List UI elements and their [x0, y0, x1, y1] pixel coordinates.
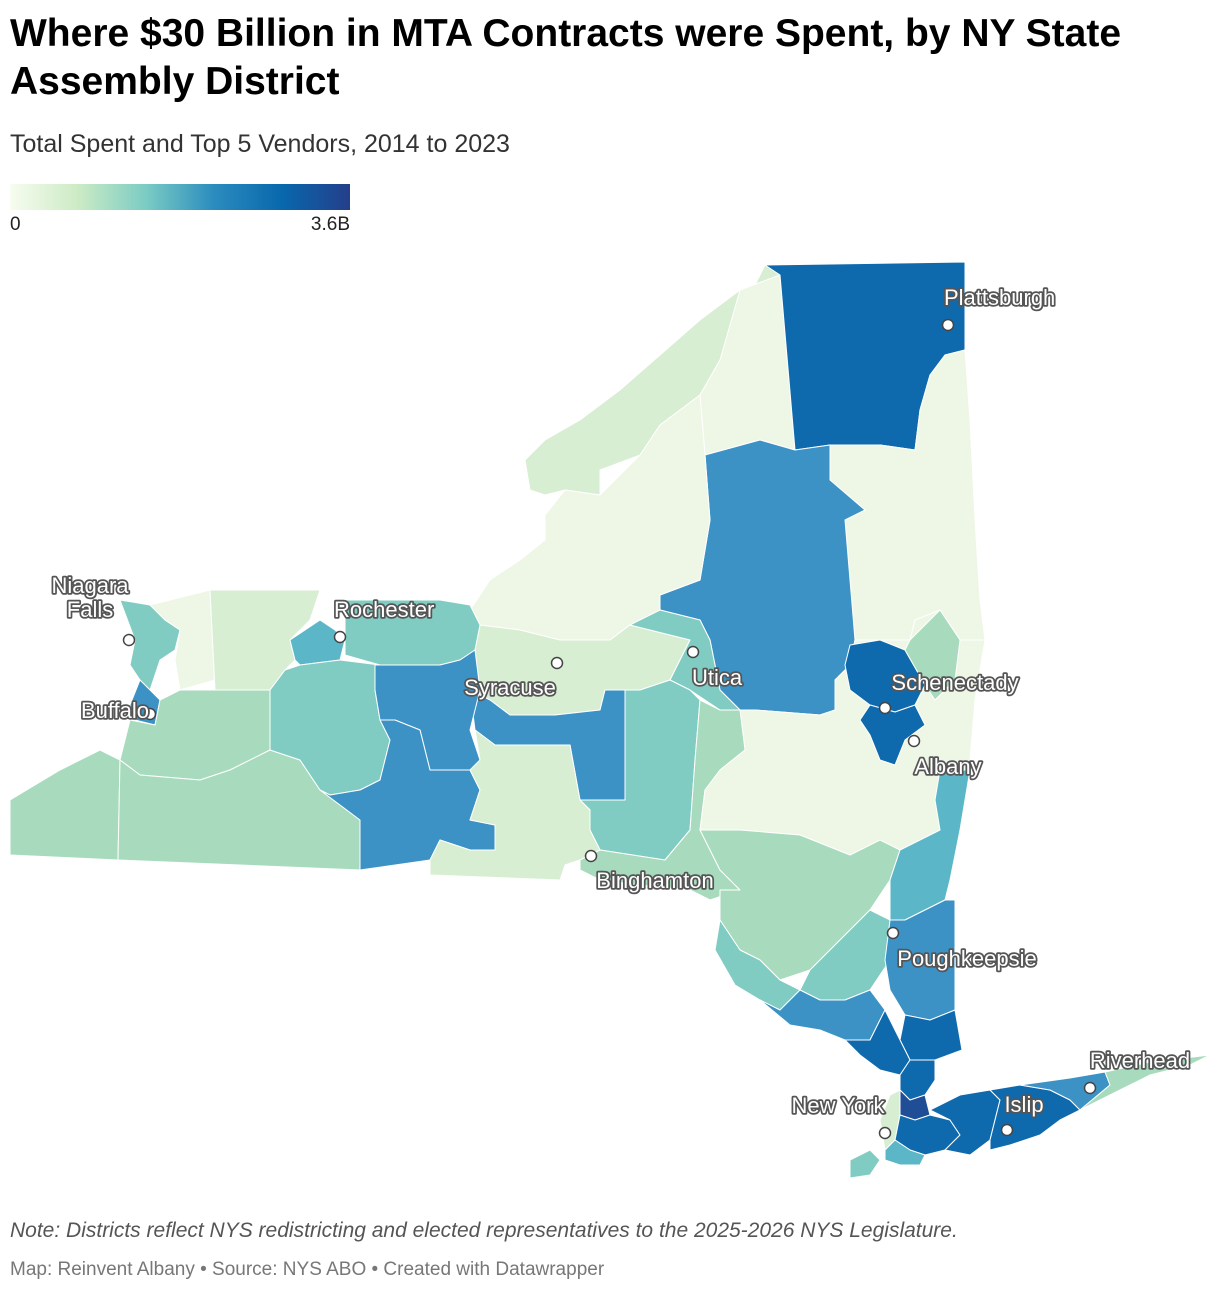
district-rochester[interactable] — [289, 619, 346, 666]
city-dot-new-york — [878, 1126, 892, 1140]
district-rensselaer[interactable] — [904, 609, 961, 701]
city-dot-niagara-falls — [122, 633, 136, 647]
legend-labels: 0 3.6B — [10, 214, 350, 238]
district-chautauqua[interactable] — [9, 749, 121, 861]
city-dot-riverhead — [1083, 1081, 1097, 1095]
city-label-buffalo: Buffalo — [81, 698, 149, 723]
district-staten-island[interactable] — [849, 1149, 881, 1179]
city-label-riverhead: Riverhead — [1090, 1048, 1190, 1073]
city-dot-binghamton — [584, 849, 598, 863]
city-label-plattsburgh: Plattsburgh — [944, 285, 1055, 310]
city-label-schenectady: Schenectady — [891, 670, 1018, 695]
city-label-albany: Albany — [914, 754, 981, 779]
city-label-poughkeepsie: Poughkeepsie — [897, 946, 1036, 971]
city-label-islip: Islip — [1004, 1092, 1043, 1117]
city-dot-schenectady — [878, 701, 892, 715]
color-legend: 0 3.6B — [10, 184, 350, 238]
city-label-rochester: Rochester — [334, 597, 434, 622]
legend-gradient-bar — [10, 184, 350, 210]
district-brooklyn[interactable] — [884, 1139, 926, 1166]
district-nassau[interactable] — [929, 1089, 1001, 1156]
district-riverhead[interactable] — [1079, 1054, 1211, 1111]
city-label-niagara-falls: Niagara — [51, 573, 129, 598]
district-polygons[interactable] — [9, 261, 1211, 1179]
city-dot-poughkeepsie — [886, 926, 900, 940]
city-label-syracuse: Syracuse — [464, 675, 556, 700]
map-credits: Map: Reinvent Albany • Source: NYS ABO •… — [10, 1259, 605, 1280]
city-dot-buffalo — [143, 707, 157, 721]
city-dot-islip — [1000, 1123, 1014, 1137]
city-dot-syracuse — [550, 656, 564, 670]
district-orange[interactable] — [759, 989, 886, 1041]
city-dot-albany — [907, 734, 921, 748]
legend-min-label: 0 — [10, 214, 21, 235]
legend-max-label: 3.6B — [310, 214, 350, 235]
city-dot-plattsburgh — [941, 318, 955, 332]
map-subtitle: Total Spent and Top 5 Vendors, 2014 to 2… — [10, 130, 510, 158]
city-dot-utica — [686, 645, 700, 659]
city-label-binghamton: Binghamton — [596, 868, 713, 893]
district-tompkins[interactable] — [429, 729, 601, 881]
city-dot-rochester — [333, 630, 347, 644]
map-note: Note: Districts reflect NYS redistrictin… — [10, 1219, 958, 1242]
district-albany[interactable] — [859, 704, 926, 766]
city-label-niagara-falls: Falls — [67, 597, 113, 622]
ny-assembly-district-map[interactable]: Plattsburgh Niagara Falls Rochester Buffalo S… — [0, 250, 1220, 1200]
city-label-new-york: New York — [792, 1093, 886, 1118]
map-title: Where $30 Billion in MTA Contracts were … — [10, 12, 1122, 103]
city-label-utica: Utica — [692, 665, 743, 690]
